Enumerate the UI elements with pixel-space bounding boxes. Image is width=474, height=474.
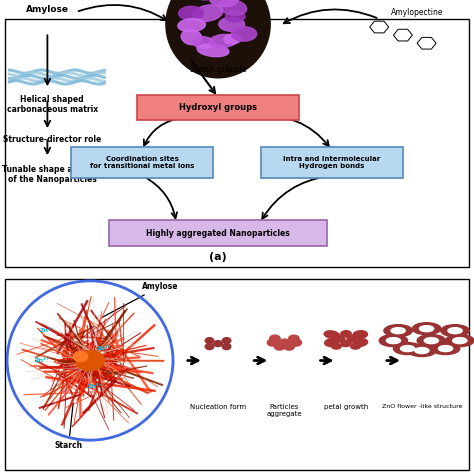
Ellipse shape [284, 343, 294, 350]
Ellipse shape [210, 35, 237, 47]
FancyBboxPatch shape [71, 147, 213, 178]
Text: (a): (a) [209, 252, 227, 262]
Circle shape [379, 335, 408, 346]
Circle shape [431, 343, 460, 355]
Ellipse shape [197, 44, 229, 57]
Ellipse shape [291, 339, 301, 346]
Ellipse shape [279, 339, 290, 346]
Ellipse shape [341, 341, 351, 346]
Text: Zn²⁺: Zn²⁺ [40, 328, 55, 333]
Circle shape [401, 346, 415, 352]
Ellipse shape [347, 335, 359, 342]
FancyBboxPatch shape [261, 147, 403, 178]
Text: Highly aggregated Nanoparticles: Highly aggregated Nanoparticles [146, 228, 290, 237]
Text: Intra and Intermolecular
Hydrogen bonds: Intra and Intermolecular Hydrogen bonds [283, 156, 381, 169]
Ellipse shape [333, 335, 345, 342]
Ellipse shape [193, 36, 214, 48]
Circle shape [386, 337, 401, 344]
Text: Amylose: Amylose [102, 282, 179, 318]
FancyBboxPatch shape [137, 95, 299, 120]
Ellipse shape [267, 339, 278, 346]
Ellipse shape [192, 5, 223, 21]
Ellipse shape [351, 344, 360, 349]
Text: Hydroxyl groups: Hydroxyl groups [179, 103, 257, 112]
Ellipse shape [226, 11, 245, 22]
Text: Structure-director role: Structure-director role [3, 135, 101, 144]
Text: Starch granule: Starch granule [190, 65, 246, 74]
Ellipse shape [325, 338, 339, 346]
Ellipse shape [219, 18, 245, 31]
Ellipse shape [210, 0, 238, 7]
Circle shape [391, 328, 405, 334]
Ellipse shape [73, 352, 88, 362]
Text: Zn²⁺: Zn²⁺ [97, 346, 112, 351]
Circle shape [438, 346, 453, 352]
Text: Coordination sites
for transitional metal ions: Coordination sites for transitional meta… [90, 156, 194, 169]
Ellipse shape [214, 341, 222, 346]
Circle shape [384, 325, 412, 337]
FancyBboxPatch shape [109, 220, 327, 246]
Circle shape [419, 326, 434, 332]
Text: Starch: Starch [55, 403, 82, 450]
Ellipse shape [181, 29, 202, 45]
Text: Particles
aggregate: Particles aggregate [266, 404, 302, 417]
Ellipse shape [270, 335, 280, 342]
Ellipse shape [179, 6, 203, 20]
Circle shape [446, 335, 474, 346]
Ellipse shape [274, 343, 285, 350]
Ellipse shape [353, 339, 368, 346]
Ellipse shape [289, 335, 299, 342]
Ellipse shape [222, 344, 231, 350]
Ellipse shape [205, 344, 214, 350]
Ellipse shape [76, 351, 104, 371]
Ellipse shape [341, 331, 351, 337]
Text: Amylopectine: Amylopectine [391, 8, 443, 17]
Text: Zn²⁺: Zn²⁺ [87, 384, 102, 389]
Circle shape [424, 337, 438, 344]
Ellipse shape [205, 337, 214, 344]
Text: ZnO flower -like structure: ZnO flower -like structure [382, 404, 462, 410]
Ellipse shape [224, 34, 241, 44]
Text: Amylose: Amylose [26, 5, 69, 14]
Text: Nucleation form: Nucleation form [190, 404, 246, 410]
Circle shape [448, 328, 462, 334]
Text: petal growth: petal growth [324, 404, 368, 410]
Ellipse shape [231, 27, 257, 41]
Ellipse shape [178, 18, 205, 32]
Ellipse shape [332, 344, 341, 349]
Text: Helical shaped
carbonaceous matrix: Helical shaped carbonaceous matrix [7, 95, 98, 114]
Ellipse shape [222, 337, 231, 344]
Ellipse shape [219, 0, 246, 15]
Circle shape [415, 347, 429, 354]
Circle shape [408, 345, 436, 356]
Circle shape [453, 337, 467, 344]
Text: Zn²⁺: Zn²⁺ [35, 358, 50, 363]
Ellipse shape [324, 331, 339, 338]
Circle shape [417, 335, 446, 346]
Circle shape [393, 343, 422, 355]
Circle shape [412, 323, 441, 335]
Circle shape [441, 325, 469, 337]
Ellipse shape [353, 331, 367, 338]
Ellipse shape [166, 0, 270, 78]
Text: Tunable shape and size
of the Nanoparticles: Tunable shape and size of the Nanopartic… [1, 165, 103, 184]
